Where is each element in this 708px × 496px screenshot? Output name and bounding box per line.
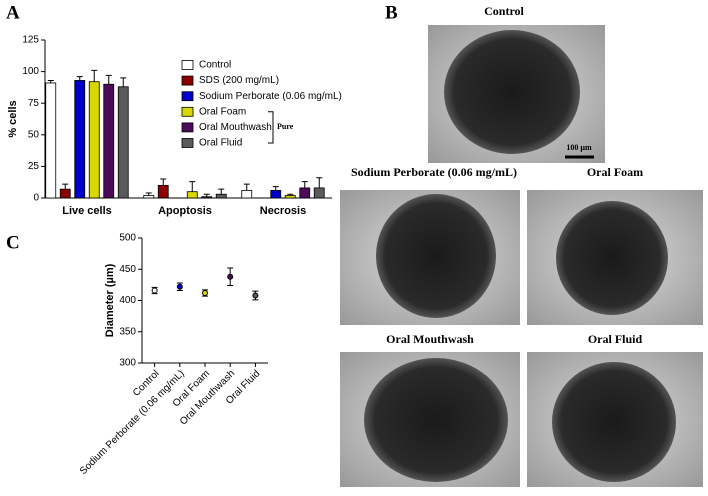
panel-label: B xyxy=(385,2,398,23)
point xyxy=(227,273,234,280)
y-tick-label: 0 xyxy=(33,193,39,204)
x-tick-label: Sodium Perborate (0.06 mg/mL) xyxy=(78,368,187,477)
x-tick-label: Apoptosis xyxy=(158,205,212,217)
point xyxy=(151,287,158,294)
panel-label: C xyxy=(6,232,20,253)
error-bar xyxy=(47,79,54,83)
bar xyxy=(313,187,325,199)
y-tick-label: 300 xyxy=(119,358,136,369)
y-tick-label: 350 xyxy=(119,326,136,337)
legend-swatch xyxy=(181,75,194,86)
bar xyxy=(270,190,282,199)
micrograph xyxy=(340,352,520,487)
y-axis-label: % cells xyxy=(7,100,19,137)
y-tick-label: 450 xyxy=(119,264,136,275)
y-tick-label: 400 xyxy=(119,295,136,306)
error-bar xyxy=(272,186,279,191)
bar xyxy=(103,83,115,199)
error-bar xyxy=(145,192,152,196)
image-title: Oral Foam xyxy=(587,165,643,179)
error-bar xyxy=(62,183,69,190)
error-bar xyxy=(203,193,210,197)
bar xyxy=(143,195,155,199)
error-bar xyxy=(287,193,294,196)
error-bar xyxy=(91,69,98,82)
bar xyxy=(299,187,311,199)
error-bar xyxy=(76,76,83,81)
error-bar xyxy=(243,183,250,191)
error-bar xyxy=(301,181,308,188)
y-tick-label: 100 xyxy=(22,66,39,77)
legend-label: Oral Fluid xyxy=(199,138,242,149)
legend-label: Control xyxy=(199,60,231,71)
y-tick-label: 25 xyxy=(28,161,40,172)
bar xyxy=(117,86,129,199)
bar xyxy=(74,80,86,199)
error-bar xyxy=(316,177,323,188)
bar xyxy=(284,195,296,199)
bar xyxy=(215,193,227,199)
legend-bracket xyxy=(268,111,274,144)
error-bar xyxy=(160,178,167,186)
image-title: Sodium Perborate (0.06 mg/mL) xyxy=(351,165,517,179)
legend-label: SDS (200 mg/mL) xyxy=(199,75,279,86)
scale-label: 100 µm xyxy=(566,143,592,152)
image-title: Oral Fluid xyxy=(588,332,643,346)
y-tick-label: 75 xyxy=(28,98,40,109)
bar xyxy=(186,191,198,199)
x-tick-label: Necrosis xyxy=(260,205,306,217)
error-bar xyxy=(105,74,112,85)
bar xyxy=(59,188,71,199)
image-title: Oral Mouthwash xyxy=(386,332,474,346)
panel-label: A xyxy=(6,2,20,23)
micrograph xyxy=(527,190,703,325)
legend-swatch xyxy=(181,106,194,117)
image-title: Control xyxy=(484,4,524,18)
micrograph xyxy=(340,190,520,325)
legend-swatch xyxy=(181,138,194,148)
x-tick-label: Live cells xyxy=(62,205,112,217)
bar xyxy=(157,184,169,199)
legend-swatch xyxy=(181,91,194,102)
point xyxy=(176,283,183,290)
bar xyxy=(201,196,213,199)
error-bar xyxy=(189,181,196,192)
y-tick-label: 500 xyxy=(119,233,136,244)
y-tick-label: 50 xyxy=(28,129,40,140)
bar xyxy=(45,82,57,199)
legend-label: Oral Mouthwash xyxy=(199,122,272,133)
micrograph xyxy=(527,352,703,487)
legend-swatch xyxy=(181,122,194,133)
y-tick-label: 125 xyxy=(22,35,39,46)
error-bar xyxy=(218,188,225,195)
point xyxy=(202,290,208,296)
bracket-label: Pure xyxy=(277,122,294,131)
bar xyxy=(241,190,253,199)
bar xyxy=(88,81,100,199)
point xyxy=(252,292,259,299)
legend-label: Oral Foam xyxy=(199,106,246,117)
y-axis-label: Diameter (µm) xyxy=(104,263,116,337)
error-bar xyxy=(120,77,127,87)
micrograph xyxy=(428,25,605,163)
legend-label: Sodium Perborate (0.06 mg/mL) xyxy=(199,91,342,102)
legend-swatch xyxy=(181,60,194,70)
